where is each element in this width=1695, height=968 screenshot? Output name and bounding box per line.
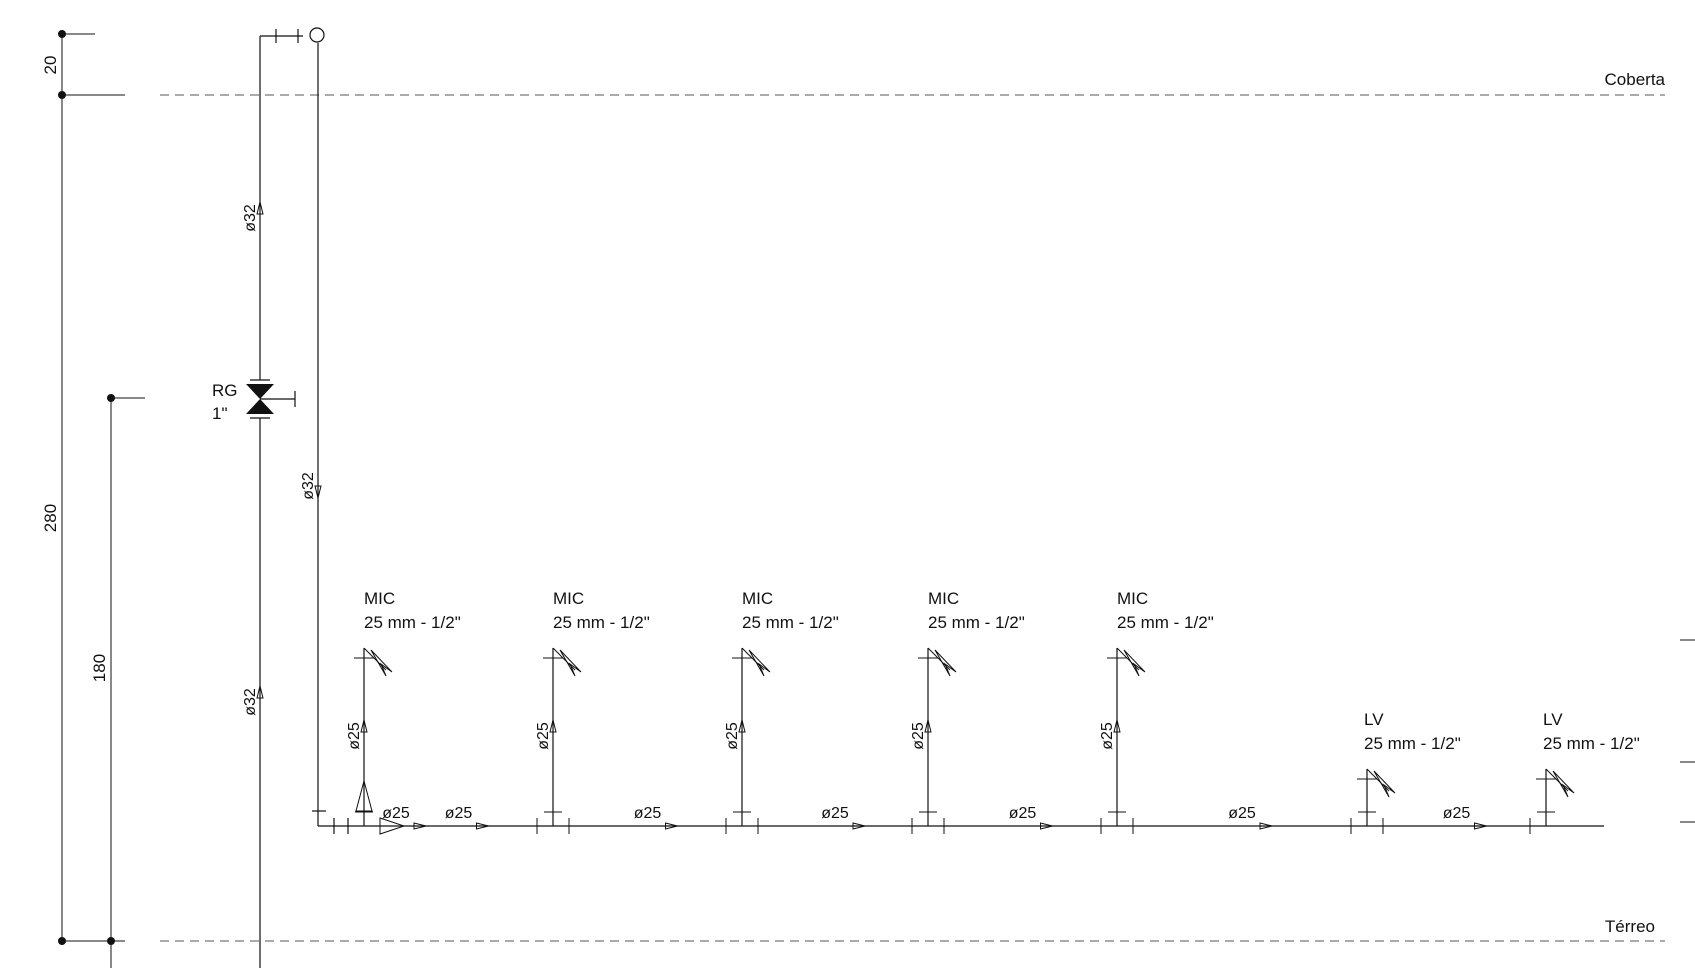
fixture-pipe-label: ø25 [535,722,552,750]
fixture-spec: 25 mm - 1/2" [1364,734,1461,753]
fixture-6: LV 25 mm - 1/2" [1357,710,1461,826]
fixture-spec: 25 mm - 1/2" [1543,734,1640,753]
fixture-7: LV 25 mm - 1/2" [1536,710,1640,826]
branch-pipe-label: ø25 [382,805,410,822]
fixture-code: MIC [742,589,773,608]
branch-pipe-label: ø25 [445,805,473,822]
flow-right-arrow [1474,822,1487,830]
fixture-code: MIC [928,589,959,608]
branch-segments: ø25 ø25 ø25 ø25 ø25 ø25 ø25 [347,805,1531,834]
flow-up-arrow [1113,719,1121,733]
outlet-arrow [1373,770,1396,798]
fixtures: MIC 25 mm - 1/2" ø25 MIC 25 mm - 1/2" ø25 MIC 2… [346,589,1640,826]
branch-segment-3: ø25 [568,805,727,834]
outlet-arrow [748,649,771,677]
branch-pipe-label: ø25 [1228,805,1256,822]
dimension-dot [58,91,66,99]
flow-up-arrow [256,685,264,699]
branch-segment-2: ø25 [379,805,538,834]
outlet-line [741,647,765,671]
fixture-code: LV [1364,710,1384,729]
pipe-label-upper: ø32 [242,204,259,232]
dimension-280: 280 [41,504,60,532]
pipe-label-lower: ø32 [242,688,259,716]
pipe-label-down: ø32 [300,472,317,500]
valve-size: 1" [212,404,228,423]
branch-segment-6: ø25 [1132,805,1352,834]
distribution-downpipe: ø32 [300,43,326,826]
fixture-spec: 25 mm - 1/2" [553,613,650,632]
valve-bottom-triangle [246,399,274,414]
dimension-dot [107,394,115,402]
branch-segment-4: ø25 [757,805,913,834]
dimension-lines: 20 280 180 [41,30,1695,968]
dimension-dot [58,30,66,38]
level-lines: Coberta Térreo [160,70,1666,942]
outlet-arrow [934,649,957,677]
fixture-3: MIC 25 mm - 1/2" ø25 [724,589,839,826]
fixture-5: MIC 25 mm - 1/2" ø25 [1099,589,1214,826]
outlet-arrow [1552,770,1575,798]
outlet-arrow [559,649,582,677]
fixture-spec: 25 mm - 1/2" [928,613,1025,632]
branch-segment-1: ø25 [347,805,427,834]
flow-up-arrow [924,719,932,733]
flow-right-arrow [1040,822,1053,830]
supply-riser: ø32 ø32 [242,27,325,968]
outlet-line [1545,768,1569,792]
flow-right-arrow [476,822,489,830]
horizontal-branch [318,779,1604,835]
outlet-arrow [370,649,393,677]
fixture-1: MIC 25 mm - 1/2" ø25 [346,589,461,826]
flow-right-arrow [413,822,427,830]
dimension-dot [107,937,115,945]
fixture-pipe-label: ø25 [1099,722,1116,750]
fixture-code: MIC [364,589,395,608]
fixture-code: LV [1543,710,1563,729]
dimension-dot [58,937,66,945]
fixture-spec: 25 mm - 1/2" [364,613,461,632]
fixture-pipe-label: ø25 [346,722,363,750]
flow-up-arrow [549,719,557,733]
flow-right-arrow [665,822,678,830]
outlet-arrow [1123,649,1146,677]
branch-pipe-label: ø25 [634,805,662,822]
valve-code: RG [212,381,238,400]
flow-up-arrow [256,201,264,215]
valve-top-triangle [246,384,274,399]
flow-up-arrow [738,719,746,733]
dimension-20: 20 [41,56,60,75]
fixture-spec: 25 mm - 1/2" [1117,613,1214,632]
branch-segment-7: ø25 [1382,805,1531,834]
branch-pipe-label: ø25 [1443,805,1471,822]
outlet-line [552,647,576,671]
fixture-spec: 25 mm - 1/2" [742,613,839,632]
flow-right-arrow [852,822,866,830]
flow-right-arrow [1259,822,1273,830]
ground-level-label: Térreo [1605,917,1655,936]
fixture-pipe-label: ø25 [910,722,927,750]
flow-up-arrow [360,719,368,733]
branch-pipe-label: ø25 [1009,805,1037,822]
outlet-line [1116,647,1140,671]
outlet-line [1366,768,1390,792]
outlet-line [927,647,951,671]
branch-pipe-label: ø25 [821,805,849,822]
fixture-4: MIC 25 mm - 1/2" ø25 [910,589,1025,826]
gate-valve: RG 1" [212,379,296,423]
fixture-2: MIC 25 mm - 1/2" ø25 [535,589,650,826]
dimension-180: 180 [90,654,109,682]
outlet-line [363,647,387,671]
fixture-pipe-label: ø25 [724,722,741,750]
fixture-code: MIC [1117,589,1148,608]
branch-segment-5: ø25 [943,805,1102,834]
roof-level-label: Coberta [1605,70,1666,89]
fixture-code: MIC [553,589,584,608]
flow-down-arrow [314,485,322,499]
riser-top-node [309,27,325,43]
